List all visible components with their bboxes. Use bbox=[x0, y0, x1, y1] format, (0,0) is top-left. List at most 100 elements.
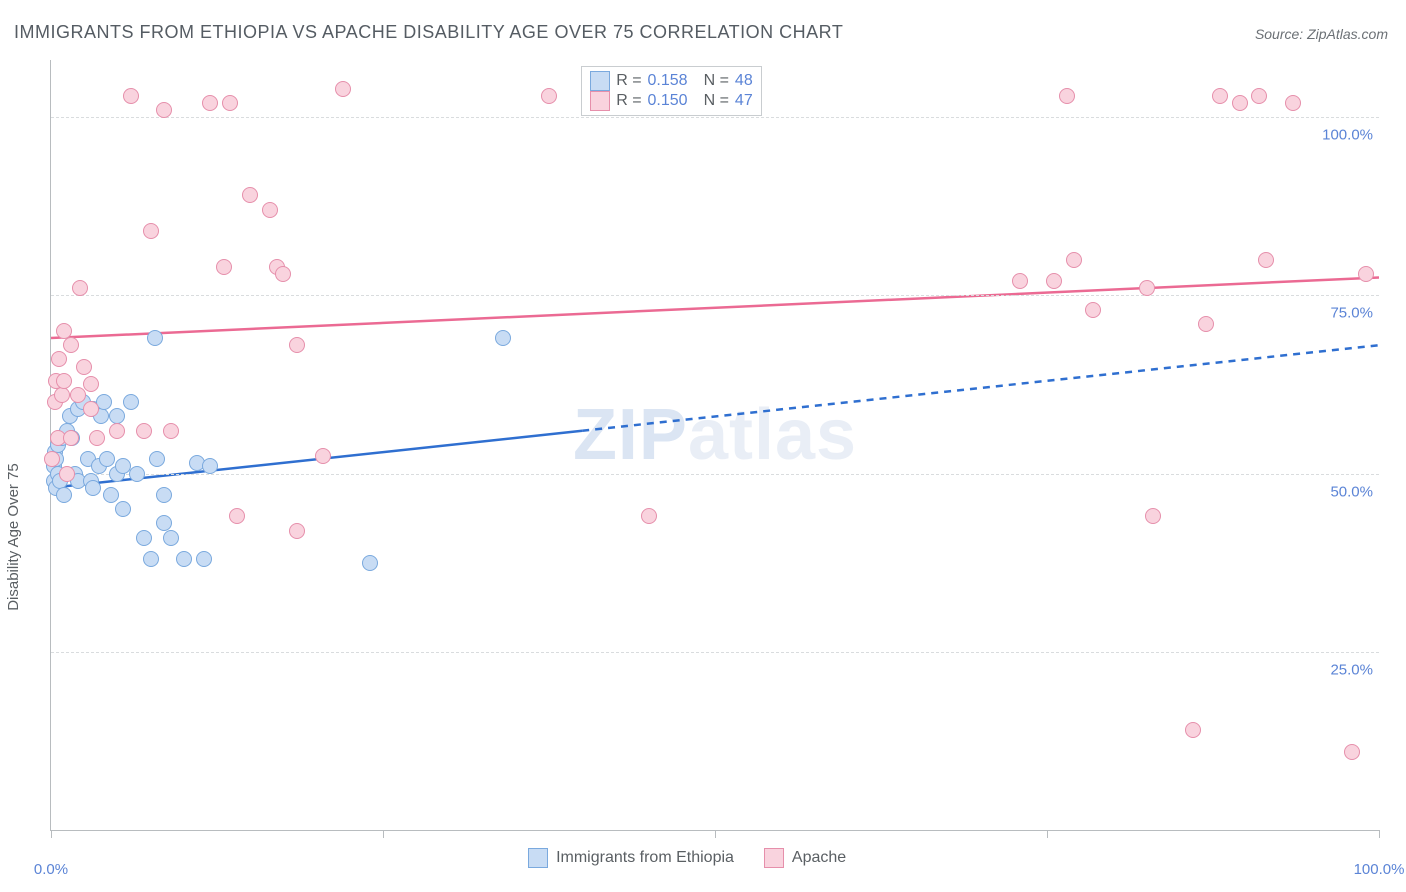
legend-n-value: 47 bbox=[735, 92, 753, 110]
data-point bbox=[147, 330, 163, 346]
legend-swatch bbox=[528, 848, 548, 868]
data-point bbox=[83, 376, 99, 392]
data-point bbox=[275, 266, 291, 282]
trend-lines bbox=[51, 60, 1379, 830]
data-point bbox=[156, 487, 172, 503]
data-point bbox=[176, 551, 192, 567]
gridline bbox=[51, 295, 1379, 296]
legend-n-label: N = bbox=[704, 92, 729, 110]
legend-row: R =0.158N =48 bbox=[590, 71, 753, 91]
data-point bbox=[1139, 280, 1155, 296]
data-point bbox=[76, 359, 92, 375]
data-point bbox=[1285, 95, 1301, 111]
legend-swatch bbox=[590, 91, 610, 111]
x-tick-label: 0.0% bbox=[34, 861, 68, 878]
data-point bbox=[99, 451, 115, 467]
legend-r-label: R = bbox=[616, 72, 641, 90]
y-axis-label: Disability Age Over 75 bbox=[5, 464, 22, 612]
y-tick-label: 25.0% bbox=[1330, 661, 1373, 678]
legend-item: Immigrants from Ethiopia bbox=[528, 848, 734, 868]
scatter-plot-area: ZIPatlas 25.0%50.0%75.0%100.0%0.0%100.0% bbox=[50, 60, 1379, 831]
gridline bbox=[51, 117, 1379, 118]
series-legend: Immigrants from Ethiopia Apache bbox=[528, 848, 846, 868]
data-point bbox=[1012, 273, 1028, 289]
data-point bbox=[196, 551, 212, 567]
legend-label: Apache bbox=[792, 849, 846, 867]
data-point bbox=[59, 466, 75, 482]
data-point bbox=[56, 373, 72, 389]
data-point bbox=[1185, 722, 1201, 738]
data-point bbox=[72, 280, 88, 296]
data-point bbox=[129, 466, 145, 482]
legend-r-value: 0.158 bbox=[648, 72, 688, 90]
data-point bbox=[262, 202, 278, 218]
data-point bbox=[229, 508, 245, 524]
data-point bbox=[335, 81, 351, 97]
data-point bbox=[362, 555, 378, 571]
data-point bbox=[54, 387, 70, 403]
data-point bbox=[143, 223, 159, 239]
trend-line bbox=[582, 345, 1379, 431]
data-point bbox=[1066, 252, 1082, 268]
y-tick-label: 100.0% bbox=[1322, 127, 1373, 144]
data-point bbox=[216, 259, 232, 275]
data-point bbox=[289, 337, 305, 353]
data-point bbox=[109, 423, 125, 439]
x-tick-label: 100.0% bbox=[1354, 861, 1405, 878]
data-point bbox=[1344, 744, 1360, 760]
x-tick bbox=[51, 830, 52, 838]
data-point bbox=[163, 530, 179, 546]
gridline bbox=[51, 652, 1379, 653]
data-point bbox=[1232, 95, 1248, 111]
data-point bbox=[641, 508, 657, 524]
y-tick-label: 50.0% bbox=[1330, 483, 1373, 500]
legend-item: Apache bbox=[764, 848, 846, 868]
data-point bbox=[242, 187, 258, 203]
data-point bbox=[115, 458, 131, 474]
data-point bbox=[70, 387, 86, 403]
data-point bbox=[1145, 508, 1161, 524]
data-point bbox=[123, 394, 139, 410]
data-point bbox=[315, 448, 331, 464]
x-tick bbox=[1047, 830, 1048, 838]
legend-row: R = 0.150 N = 47 bbox=[590, 91, 753, 111]
data-point bbox=[1212, 88, 1228, 104]
watermark: ZIPatlas bbox=[573, 394, 857, 476]
data-point bbox=[202, 458, 218, 474]
source-attribution: Source: ZipAtlas.com bbox=[1255, 26, 1388, 42]
data-point bbox=[1258, 252, 1274, 268]
data-point bbox=[1085, 302, 1101, 318]
data-point bbox=[1046, 273, 1062, 289]
legend-label: Immigrants from Ethiopia bbox=[556, 849, 734, 867]
data-point bbox=[149, 451, 165, 467]
legend-swatch bbox=[590, 71, 610, 91]
data-point bbox=[115, 501, 131, 517]
data-point bbox=[495, 330, 511, 346]
data-point bbox=[222, 95, 238, 111]
chart-title: IMMIGRANTS FROM ETHIOPIA VS APACHE DISAB… bbox=[14, 22, 843, 43]
data-point bbox=[63, 337, 79, 353]
legend-swatch bbox=[764, 848, 784, 868]
data-point bbox=[136, 423, 152, 439]
data-point bbox=[89, 430, 105, 446]
gridline bbox=[51, 474, 1379, 475]
data-point bbox=[202, 95, 218, 111]
correlation-legend: R =0.158N =48R =0.150N =47 bbox=[581, 66, 762, 116]
data-point bbox=[63, 430, 79, 446]
x-tick bbox=[383, 830, 384, 838]
data-point bbox=[1059, 88, 1075, 104]
legend-r-label: R = bbox=[616, 92, 641, 110]
data-point bbox=[1251, 88, 1267, 104]
legend-r-value: 0.150 bbox=[648, 92, 688, 110]
y-tick-label: 75.0% bbox=[1330, 305, 1373, 322]
legend-n-label: N = bbox=[704, 72, 729, 90]
data-point bbox=[143, 551, 159, 567]
x-tick bbox=[1379, 830, 1380, 838]
data-point bbox=[51, 351, 67, 367]
data-point bbox=[163, 423, 179, 439]
data-point bbox=[56, 487, 72, 503]
data-point bbox=[136, 530, 152, 546]
data-point bbox=[1358, 266, 1374, 282]
data-point bbox=[156, 102, 172, 118]
data-point bbox=[1198, 316, 1214, 332]
